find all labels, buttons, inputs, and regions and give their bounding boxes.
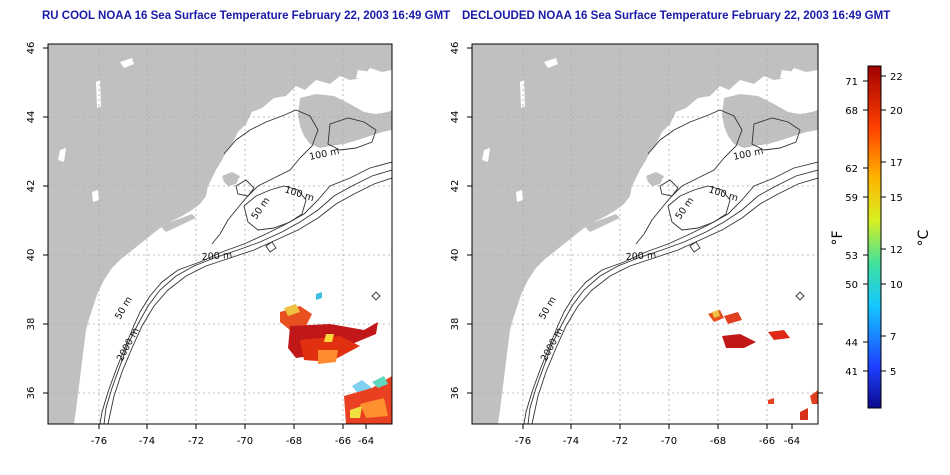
celsius-axis-label: °C [916, 229, 932, 246]
latitude-tick: 40 [26, 249, 37, 262]
long-island-land [160, 214, 196, 232]
land-mass [48, 44, 392, 424]
bay [96, 320, 106, 368]
lake [482, 148, 490, 162]
map-frame [47, 43, 393, 425]
longitude-tick: -64 [358, 436, 374, 447]
longitude-tick: -74 [563, 436, 579, 447]
latitude-tick: 42 [26, 180, 37, 193]
celsius-tick: 12 [890, 245, 903, 256]
sst-patches-raw [280, 292, 392, 424]
lake [516, 190, 523, 202]
latitude-tick: 44 [450, 111, 461, 124]
lake [58, 148, 66, 162]
contour-label: 200 m [201, 250, 232, 263]
fahrenheit-axis-label: °F [830, 230, 846, 245]
celsius-tick: 22 [890, 72, 903, 83]
celsius-tick: 7 [890, 332, 896, 343]
contour-label: 50 m [537, 295, 559, 322]
longitude-tick: -70 [661, 436, 677, 447]
latitude-tick: 40 [450, 249, 461, 262]
bathymetry-contours [99, 109, 392, 424]
graticule [472, 44, 818, 424]
longitude-tick: -64 [784, 436, 800, 447]
bay [520, 320, 530, 368]
lake [356, 70, 372, 80]
contour-label: 50 m [673, 195, 696, 221]
lake [120, 58, 134, 68]
lake [780, 70, 796, 80]
temperature-colorbar: 71 68 62 59 53 50 44 41 22 20 17 15 12 1… [830, 65, 932, 409]
lake [544, 58, 558, 68]
fahrenheit-tick: 41 [845, 367, 858, 378]
graticule [48, 44, 392, 424]
contour-label: 100 m [732, 146, 764, 163]
celsius-tick: 17 [890, 158, 903, 169]
latitude-tick: 36 [450, 387, 461, 400]
celsius-tick: 20 [890, 106, 903, 117]
longitude-tick: -70 [237, 436, 253, 447]
fahrenheit-tick: 50 [845, 280, 858, 291]
long-island-land [584, 214, 620, 232]
cape-cod-land [646, 172, 664, 186]
celsius-tick: 15 [890, 193, 903, 204]
right-map-title: DECLOUDED NOAA 16 Sea Surface Temperatur… [462, 10, 891, 22]
nova-scotia-land [298, 94, 392, 148]
longitude-tick: -76 [515, 436, 531, 447]
contour-label: 100 m [707, 184, 739, 204]
latitude-tick: 46 [450, 42, 461, 55]
fahrenheit-tick: 44 [845, 338, 858, 349]
nova-scotia-land [722, 94, 818, 148]
longitude-tick: -76 [91, 436, 107, 447]
longitude-tick: -66 [759, 436, 775, 447]
celsius-tick: 10 [890, 280, 903, 291]
map-frame [471, 43, 819, 425]
longitude-tick: -66 [335, 436, 351, 447]
fahrenheit-tick: 62 [845, 164, 858, 175]
latitude-tick: 36 [26, 387, 37, 400]
longitude-tick: -72 [612, 436, 628, 447]
lake [520, 80, 525, 108]
cape-cod-land [222, 172, 240, 186]
fahrenheit-tick: 68 [845, 106, 858, 117]
contour-label: 200 m [625, 250, 656, 263]
land-mass [472, 44, 818, 424]
longitude-tick: -72 [188, 436, 204, 447]
latitude-tick: 42 [450, 180, 461, 193]
celsius-tick: 5 [890, 367, 896, 378]
colorbar-gradient [867, 65, 882, 409]
latitude-tick: 46 [26, 42, 37, 55]
longitude-tick: -68 [710, 436, 726, 447]
fahrenheit-tick: 59 [845, 193, 858, 204]
bathymetry-contours [523, 109, 818, 424]
latitude-tick: 38 [26, 318, 37, 331]
latitude-tick: 38 [450, 318, 461, 331]
left-map-title: RU COOL NOAA 16 Sea Surface Temperature … [42, 10, 451, 22]
latitude-tick: 44 [26, 111, 37, 124]
sst-patches-declouded [708, 310, 818, 420]
lake [96, 80, 101, 108]
longitude-tick: -68 [286, 436, 302, 447]
fahrenheit-tick: 53 [845, 251, 858, 262]
lake [92, 190, 99, 202]
fahrenheit-tick: 71 [845, 77, 858, 88]
longitude-tick: -74 [139, 436, 155, 447]
